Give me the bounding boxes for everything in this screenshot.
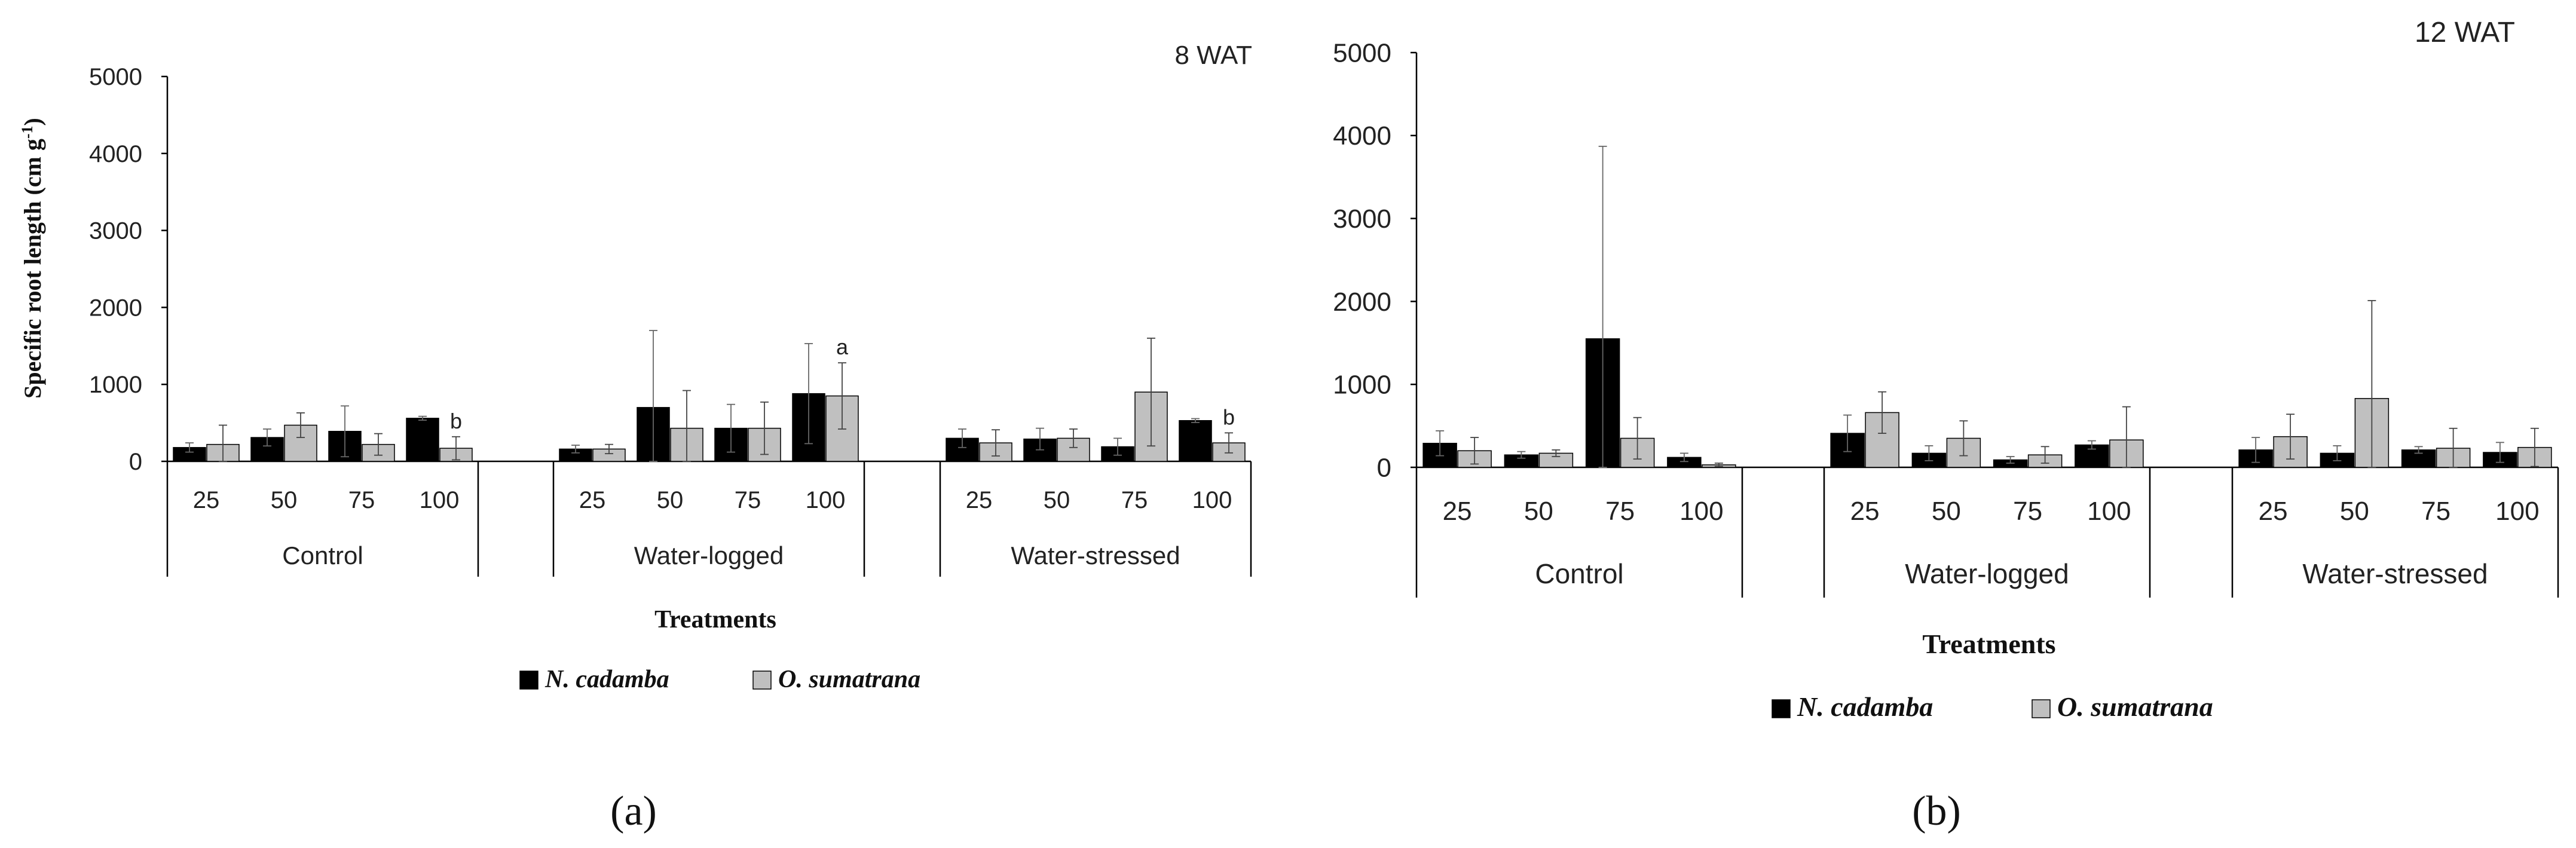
chart-b-plot: 0 1000 2000 3000 4000 5000 Control 25 50 75 100 Wat… <box>1333 38 2559 722</box>
y-tick-label: 5000 <box>89 64 142 90</box>
category-label: 25 <box>1443 497 1472 526</box>
group-label: Water-logged <box>634 541 784 570</box>
y-tick-label: 5000 <box>1333 38 1391 68</box>
panel-label: (a) <box>610 788 657 834</box>
category-label: 100 <box>2495 497 2539 526</box>
bar-ncadamba <box>2075 444 2109 468</box>
category-label: 100 <box>1679 497 1723 526</box>
category-label: 50 <box>271 487 298 513</box>
y-tick-label: 4000 <box>1333 121 1391 151</box>
y-tick-label: 4000 <box>89 141 142 167</box>
legend-label: N. cadamba <box>1797 691 1933 722</box>
category-label: 25 <box>2259 497 2288 526</box>
legend-label: O. sumatrana <box>2057 691 2213 722</box>
category-label: 75 <box>1605 497 1635 526</box>
category-label: 75 <box>348 487 375 513</box>
category-label: 75 <box>735 487 761 513</box>
group-label: Water-stressed <box>1011 541 1180 570</box>
y-tick-label: 2000 <box>89 295 142 321</box>
category-label: 75 <box>2013 497 2042 526</box>
legend-swatch <box>2032 699 2051 718</box>
x-axis-label: Treatments <box>1922 629 2055 659</box>
y-axis-label: Specific root length (cm g-1) <box>19 118 47 399</box>
category-label: 100 <box>420 487 460 513</box>
category-label: 75 <box>2421 497 2450 526</box>
significance-label: b <box>1223 405 1235 429</box>
y-tick-label: 0 <box>129 449 142 475</box>
bar-ncadamba <box>1179 420 1212 462</box>
y-tick-label: 1000 <box>1333 371 1391 400</box>
y-tick-label: 1000 <box>89 372 142 398</box>
chart-title: 12 WAT <box>2415 17 2515 48</box>
legend-swatch <box>1772 699 1791 718</box>
significance-label: a <box>836 335 849 359</box>
category-label: 25 <box>579 487 606 513</box>
significance-label: b <box>450 409 462 433</box>
chart-a-plot: 0 1000 2000 3000 4000 5000 Control 25 50 75 100 Wat… <box>89 64 1252 693</box>
group-label: Water-logged <box>1905 558 2069 589</box>
x-axis-label: Treatments <box>654 606 776 633</box>
legend: N. cadamba O. sumatrana <box>1772 691 2213 722</box>
y-tick-label: 3000 <box>1333 204 1391 234</box>
category-label: 100 <box>2087 497 2131 526</box>
category-label: 25 <box>1850 497 1880 526</box>
category-label: 50 <box>1932 497 1961 526</box>
category-label: 50 <box>657 487 684 513</box>
legend-swatch <box>519 671 539 690</box>
y-tick-label: 3000 <box>89 218 142 244</box>
legend-swatch <box>752 671 772 690</box>
y-tick-label: 2000 <box>1333 287 1391 317</box>
category-label: 100 <box>1192 487 1232 513</box>
panel-label: (b) <box>1912 788 1961 834</box>
group-label: Water-stressed <box>2302 558 2488 589</box>
legend: N. cadamba O. sumatrana <box>519 666 920 693</box>
category-label: 50 <box>1044 487 1070 513</box>
chart-title: 8 WAT <box>1174 41 1252 70</box>
group-label: Control <box>282 541 363 570</box>
bar-ncadamba <box>406 418 439 462</box>
category-label: 100 <box>806 487 846 513</box>
category-label: 25 <box>966 487 993 513</box>
group-label: Control <box>1535 558 1623 589</box>
category-label: 25 <box>193 487 220 513</box>
legend-label: O. sumatrana <box>778 666 920 693</box>
category-label: 50 <box>1524 497 1553 526</box>
y-tick-label: 0 <box>1377 453 1391 482</box>
category-label: 75 <box>1121 487 1148 513</box>
legend-label: N. cadamba <box>544 666 669 693</box>
category-label: 50 <box>2340 497 2369 526</box>
bar-osumatrana <box>284 424 317 462</box>
